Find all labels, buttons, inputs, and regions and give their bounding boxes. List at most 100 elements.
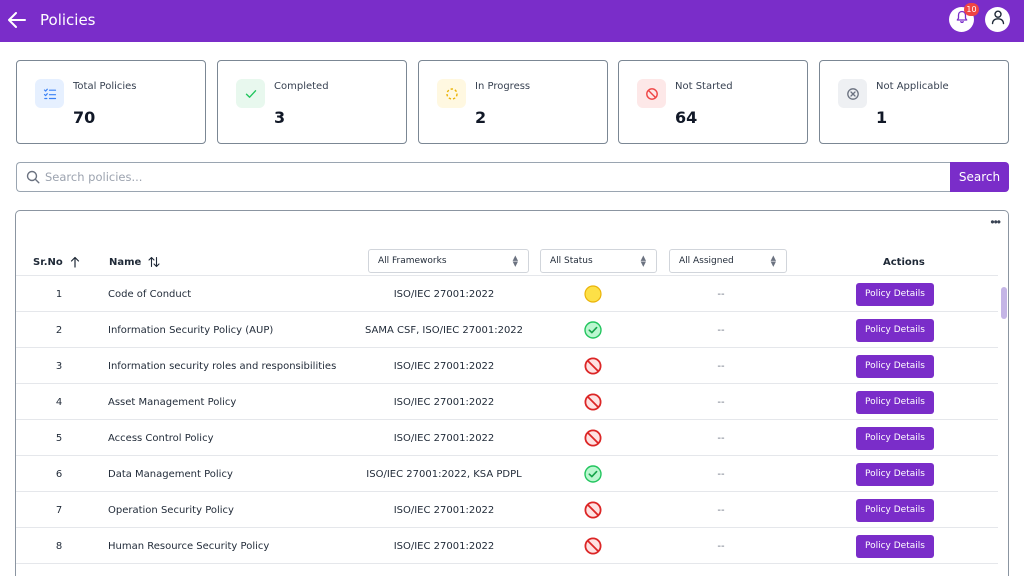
policy-details-button[interactable]: Policy Details xyxy=(856,426,934,450)
action-cell: Policy Details xyxy=(856,528,934,564)
user-icon xyxy=(990,9,1006,30)
back-arrow-icon[interactable] xyxy=(6,9,28,31)
status-cell xyxy=(584,528,602,564)
stat-card-not-started[interactable]: Not Started 64 xyxy=(618,60,808,144)
stat-card-not-applicable[interactable]: Not Applicable 1 xyxy=(819,60,1009,144)
assigned-cell: -- xyxy=(717,288,725,300)
column-header-actions: Actions xyxy=(883,257,925,268)
policy-details-button[interactable]: Policy Details xyxy=(856,462,934,486)
select-caret-icon: ▲ ▼ xyxy=(512,254,518,268)
table-row[interactable]: 4 Asset Management Policy ISO/IEC 27001:20… xyxy=(16,384,998,420)
framework-cell: ISO/IEC 27001:2022 xyxy=(393,360,495,372)
status-completed-icon xyxy=(584,465,602,483)
status-in-progress-icon xyxy=(584,285,602,303)
table-scrollbar[interactable] xyxy=(1001,277,1007,576)
stat-value: 70 xyxy=(73,108,96,127)
bell-icon xyxy=(955,10,969,29)
sr-no-cell: 4 xyxy=(55,396,63,408)
table-row[interactable]: 3 Information security roles and responsi… xyxy=(16,348,998,384)
column-header-name: Name xyxy=(109,257,142,268)
policy-name-cell: Code of Conduct xyxy=(108,288,192,300)
sort-toggle-icon[interactable] xyxy=(148,255,160,273)
stat-label: In Progress xyxy=(475,81,531,92)
assigned-cell: -- xyxy=(717,360,725,372)
framework-cell: SAMA CSF, ISO/IEC 27001:2022 xyxy=(364,324,524,336)
table-row[interactable]: 1 Code of Conduct ISO/IEC 27001:2022 -- Poli… xyxy=(16,276,998,312)
table-row[interactable]: 5 Access Control Policy ISO/IEC 27001:2022… xyxy=(16,420,998,456)
table-row[interactable]: 6 Data Management Policy ISO/IEC 27001:202… xyxy=(16,456,998,492)
search-input[interactable] xyxy=(45,166,935,188)
stat-value: 3 xyxy=(274,108,286,127)
sr-no-cell: 2 xyxy=(55,324,63,336)
search-button[interactable]: Search xyxy=(950,162,1009,192)
action-cell: Policy Details xyxy=(856,276,934,312)
policy-details-button[interactable]: Policy Details xyxy=(856,354,934,378)
status-not-started-icon xyxy=(584,429,602,447)
stat-card-in-progress[interactable]: In Progress 2 xyxy=(418,60,608,144)
sr-no-cell: 1 xyxy=(55,288,63,300)
action-cell: Policy Details xyxy=(856,492,934,528)
action-cell: Policy Details xyxy=(856,420,934,456)
check-icon xyxy=(236,79,265,108)
progress-icon xyxy=(437,79,466,108)
status-cell xyxy=(584,492,602,528)
status-cell xyxy=(584,456,602,492)
policy-details-button[interactable]: Policy Details xyxy=(856,534,934,558)
sort-ascending-icon[interactable] xyxy=(70,255,80,273)
search-icon xyxy=(26,170,40,189)
action-cell: Policy Details xyxy=(856,456,934,492)
status-cell xyxy=(584,312,602,348)
column-header-sr-no: Sr.No xyxy=(33,257,63,268)
select-caret-icon: ▲ ▼ xyxy=(640,254,646,268)
framework-cell: ISO/IEC 27001:2022, KSA PDPL xyxy=(366,468,522,480)
status-cell xyxy=(584,384,602,420)
policy-name-cell: Asset Management Policy xyxy=(108,396,237,408)
sr-no-cell: 8 xyxy=(55,540,63,552)
stat-label: Total Policies xyxy=(73,81,137,92)
table-row[interactable]: 7 Operation Security Policy ISO/IEC 27001:… xyxy=(16,492,998,528)
status-filter-select[interactable]: All Status ▲ ▼ xyxy=(540,249,657,273)
framework-cell: ISO/IEC 27001:2022 xyxy=(393,288,495,300)
sr-no-cell: 6 xyxy=(55,468,63,480)
status-not-started-icon xyxy=(584,393,602,411)
status-cell xyxy=(584,420,602,456)
assigned-filter-select[interactable]: All Assigned ▲ ▼ xyxy=(669,249,787,273)
policy-details-button[interactable]: Policy Details xyxy=(856,390,934,414)
stat-label: Not Started xyxy=(675,81,733,92)
scrollbar-thumb[interactable] xyxy=(1001,287,1007,319)
stat-card-completed[interactable]: Completed 3 xyxy=(217,60,407,144)
framework-cell: ISO/IEC 27001:2022 xyxy=(393,396,495,408)
status-not-started-icon xyxy=(584,537,602,555)
more-options-icon[interactable]: ••• xyxy=(990,215,1001,229)
table-row[interactable]: 2 Information Security Policy (AUP) SAMA C… xyxy=(16,312,998,348)
header-divider xyxy=(16,275,998,276)
policy-name-cell: Information security roles and responsib… xyxy=(108,360,337,372)
policy-details-button[interactable]: Policy Details xyxy=(856,282,934,306)
policy-details-button[interactable]: Policy Details xyxy=(856,318,934,342)
table-row[interactable]: 8 Human Resource Security Policy ISO/IEC 2… xyxy=(16,528,998,564)
status-not-started-icon xyxy=(584,357,602,375)
action-cell: Policy Details xyxy=(856,348,934,384)
notification-count-badge: 10 xyxy=(964,3,979,16)
stat-value: 64 xyxy=(675,108,698,127)
stat-label: Not Applicable xyxy=(876,81,949,92)
stat-label: Completed xyxy=(274,81,329,92)
status-completed-icon xyxy=(584,321,602,339)
search-box xyxy=(16,162,951,192)
page-title: Policies xyxy=(40,11,96,29)
assigned-cell: -- xyxy=(717,468,725,480)
framework-cell: ISO/IEC 27001:2022 xyxy=(393,432,495,444)
frameworks-filter-select[interactable]: All Frameworks ▲ ▼ xyxy=(368,249,529,273)
assigned-cell: -- xyxy=(717,396,725,408)
framework-cell: ISO/IEC 27001:2022 xyxy=(393,504,495,516)
policy-name-cell: Access Control Policy xyxy=(108,432,214,444)
policy-name-cell: Data Management Policy xyxy=(108,468,233,480)
stat-card-total-policies[interactable]: Total Policies 70 xyxy=(16,60,206,144)
frameworks-filter-value: All Frameworks xyxy=(378,256,447,266)
policy-name-cell: Operation Security Policy xyxy=(108,504,234,516)
assigned-filter-value: All Assigned xyxy=(679,256,734,266)
blocked-icon xyxy=(637,79,666,108)
policy-details-button[interactable]: Policy Details xyxy=(856,498,934,522)
user-menu-button[interactable] xyxy=(985,7,1010,32)
stat-value: 2 xyxy=(475,108,487,127)
